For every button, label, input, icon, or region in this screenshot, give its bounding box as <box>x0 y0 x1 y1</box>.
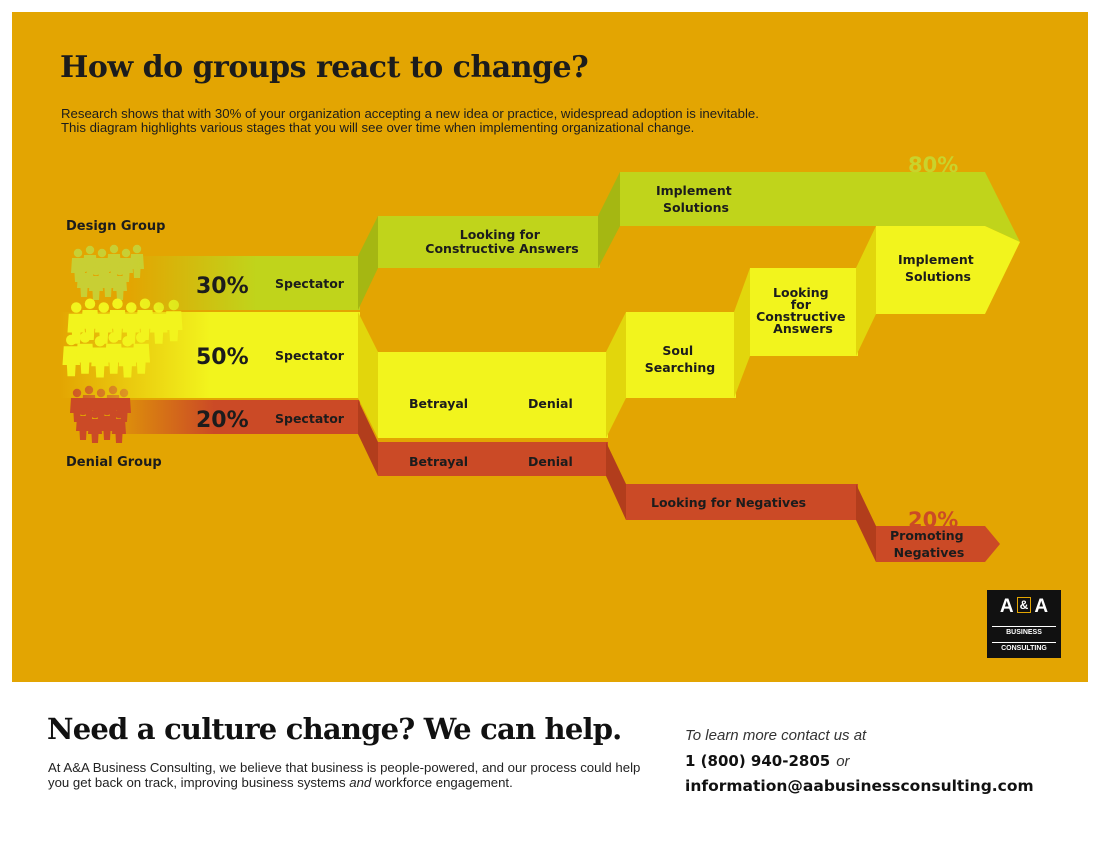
design-implement-line-1: Implement <box>656 183 732 198</box>
contact-email-link[interactable]: information@aabusinessconsulting.com <box>685 777 1034 795</box>
intro-paragraph: Research shows that with 30% of your org… <box>61 106 759 135</box>
denial-group-label: Denial Group <box>66 455 162 470</box>
denial-step-promoting <box>876 526 1000 562</box>
company-logo: A & A BUSINESS CONSULTING <box>987 590 1061 658</box>
denial-riser-down <box>358 400 378 476</box>
majority-implement-line-1: Implement <box>898 252 974 267</box>
design-step-implement-label: Implement Solutions <box>656 183 736 215</box>
majority-step-implement <box>876 226 1020 314</box>
design-riser-2 <box>598 172 620 268</box>
denial-denial-label: Denial <box>528 454 573 469</box>
logo-letter-a: A <box>999 596 1014 617</box>
design-implement-line-2: Solutions <box>663 200 729 215</box>
denial-step-betrayal-denial <box>378 442 608 476</box>
logo-letters: A & A <box>987 596 1061 618</box>
row-percent-denial: 20% <box>196 408 249 433</box>
design-looking-line-2: Constructive Answers <box>425 241 578 256</box>
footer-body: At A&A Business Consulting, we believe t… <box>48 760 648 790</box>
footer-body-pre: At A&A Business Consulting, we believe t… <box>48 760 641 790</box>
logo-ampersand: & <box>1016 597 1032 613</box>
majority-step-looking <box>750 268 858 356</box>
denial-riser-negatives <box>606 442 626 520</box>
row-percent-design: 30% <box>196 274 249 299</box>
majority-riser-looking <box>734 268 750 398</box>
majority-riser-implement <box>856 226 876 356</box>
promoting-line-1: Promoting <box>890 528 964 543</box>
denial-result-percent: 20% <box>908 508 958 532</box>
soul-line-1: Soul <box>662 343 693 358</box>
logo-business: BUSINESS <box>992 626 1056 636</box>
majority-soul-label: Soul Searching <box>645 343 716 375</box>
row-stage-majority: Spectator <box>275 348 345 363</box>
logo-consulting: CONSULTING <box>992 642 1056 652</box>
design-step-looking <box>378 216 600 268</box>
contact-prompt: To learn more contact us at <box>685 727 867 744</box>
majority-riser-down <box>358 312 378 438</box>
design-group-label: Design Group <box>66 219 165 234</box>
majority-looking-line-2: for <box>791 297 812 312</box>
design-result-percent: 80% <box>908 153 958 177</box>
promoting-line-2: Negatives <box>894 545 965 560</box>
majority-step-betrayal-denial <box>378 352 608 438</box>
change-reaction-diagram: Design Group Denial Group 30% Spectator … <box>60 153 1020 562</box>
footer-headline: Need a culture change? We can help. <box>47 712 622 746</box>
footer-body-post: workforce engagement. <box>371 775 513 790</box>
majority-implement-label: Implement Solutions <box>898 252 978 284</box>
page-title: How do groups react to change? <box>60 50 589 85</box>
design-riser-1 <box>358 216 378 310</box>
majority-looking-line-4: Answers <box>773 321 833 336</box>
majority-step-soul <box>626 312 736 398</box>
logo-letter-a-second: A <box>1034 596 1049 617</box>
denial-riser-promoting <box>856 484 876 562</box>
denial-spectator-band <box>95 400 360 434</box>
majority-implement-line-2: Solutions <box>905 269 971 284</box>
design-spectator-band <box>130 256 360 310</box>
majority-betrayal-label: Betrayal <box>409 396 468 411</box>
denial-betrayal-label: Betrayal <box>409 454 468 469</box>
row-stage-denial: Spectator <box>275 411 345 426</box>
majority-denial-label: Denial <box>528 396 573 411</box>
majority-riser-soul <box>606 312 626 438</box>
contact-phone-link[interactable]: 1 (800) 940-2805 <box>685 752 831 770</box>
footer-body-emphasis: and <box>349 775 372 790</box>
majority-looking-label: Looking for Constructive Answers <box>756 285 850 336</box>
denial-promoting-label: Promoting Negatives <box>890 528 968 560</box>
majority-spectator-band <box>60 312 360 398</box>
design-looking-line-1: Looking for <box>460 227 541 242</box>
denial-step-negatives <box>626 484 858 520</box>
contact-or: or <box>836 753 850 770</box>
contact-phone-row: 1 (800) 940-2805 or <box>685 752 850 770</box>
row-percent-majority: 50% <box>196 345 249 370</box>
majority-looking-line-3: Constructive <box>756 309 845 324</box>
design-step-implement <box>620 172 1020 242</box>
row-stage-design: Spectator <box>275 276 345 291</box>
soul-line-2: Searching <box>645 360 716 375</box>
denial-negatives-label: Looking for Negatives <box>651 495 806 510</box>
design-step-looking-label: Looking for Constructive Answers <box>425 227 578 256</box>
